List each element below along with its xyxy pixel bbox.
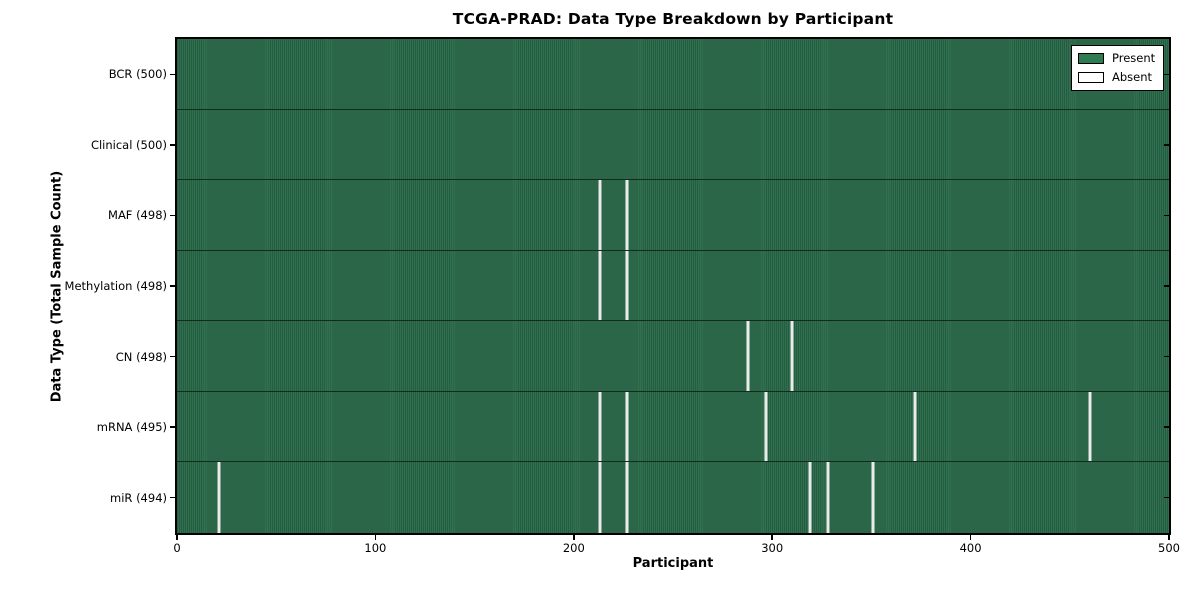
y-tick-label: miR (494) xyxy=(110,490,167,505)
x-tick-label: 0 xyxy=(173,541,181,555)
y-axis-tick-right xyxy=(1164,285,1169,287)
legend-entry: Absent xyxy=(1078,70,1155,84)
legend-label: Absent xyxy=(1112,70,1153,84)
absent-line xyxy=(625,391,629,462)
absent-line xyxy=(598,180,602,250)
absent-line xyxy=(598,391,602,462)
y-axis-tick-right xyxy=(1164,214,1169,217)
x-axis-tick xyxy=(573,535,575,540)
legend-swatch-present-icon xyxy=(1078,52,1104,64)
x-axis-tick xyxy=(374,535,377,540)
chart-title: TCGA-PRAD: Data Type Breakdown by Partic… xyxy=(452,10,894,28)
legend-swatch-absent-icon xyxy=(1078,71,1104,83)
x-tick-label: 400 xyxy=(959,541,982,555)
absent-line xyxy=(625,250,629,321)
y-axis-tick-right xyxy=(1164,355,1169,358)
row-band xyxy=(177,180,1169,251)
absent-line xyxy=(217,462,221,533)
row-band xyxy=(177,250,1169,322)
absent-line xyxy=(1088,391,1092,462)
absent-line xyxy=(625,180,629,250)
plot-area xyxy=(175,37,1171,535)
legend-label: Present xyxy=(1112,51,1156,65)
y-axis-tick xyxy=(170,355,175,358)
y-axis-tick-right xyxy=(1164,496,1169,499)
y-axis-tick xyxy=(170,144,175,146)
y-axis-tick-right xyxy=(1164,426,1169,428)
x-tick-label: 200 xyxy=(562,541,585,555)
absent-line xyxy=(790,321,794,391)
y-axis-tick xyxy=(170,73,175,76)
absent-line xyxy=(746,321,750,391)
row-band xyxy=(177,391,1169,463)
legend-entry: Present xyxy=(1078,51,1155,65)
y-axis-tick xyxy=(170,496,175,499)
row-band xyxy=(177,462,1169,533)
x-axis-tick xyxy=(969,535,972,540)
absent-line xyxy=(764,391,768,462)
absent-line xyxy=(808,462,812,533)
y-tick-label: MAF (498) xyxy=(108,208,167,223)
y-axis-tick xyxy=(170,214,175,217)
x-axis-tick xyxy=(1168,535,1170,540)
row-band xyxy=(177,39,1169,110)
y-axis-tick xyxy=(170,426,175,428)
x-tick-label: 100 xyxy=(364,541,387,555)
x-tick-label: 300 xyxy=(761,541,784,555)
x-axis-tick xyxy=(176,535,178,540)
y-axis-tick xyxy=(170,285,175,287)
x-tick-label: 500 xyxy=(1158,541,1180,555)
absent-line xyxy=(826,462,830,533)
y-tick-label: BCR (500) xyxy=(108,67,167,82)
absent-line xyxy=(625,462,629,533)
y-tick-label: CN (498) xyxy=(115,349,167,364)
absent-line xyxy=(913,391,917,462)
legend: Present Absent xyxy=(1071,45,1165,91)
y-axis-tick-right xyxy=(1164,73,1169,76)
absent-line xyxy=(598,462,602,533)
x-axis-tick xyxy=(771,535,773,540)
y-tick-label: Methylation (498) xyxy=(64,279,167,293)
y-tick-label: Clinical (500) xyxy=(90,137,167,152)
row-band xyxy=(177,321,1169,392)
y-tick-label: mRNA (495) xyxy=(96,420,167,435)
y-axis-tick-right xyxy=(1164,144,1169,146)
x-axis-label: Participant xyxy=(632,556,714,571)
absent-line xyxy=(598,250,602,321)
row-band xyxy=(177,109,1169,181)
absent-line xyxy=(871,462,875,533)
